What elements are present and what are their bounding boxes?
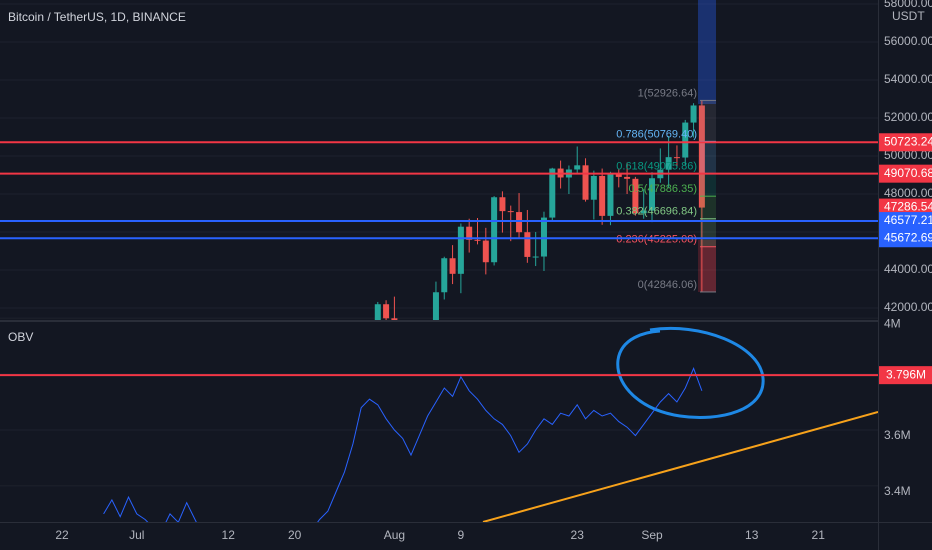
candle-body: [432, 292, 439, 320]
candle-body: [582, 165, 589, 200]
price-unit: USDT: [892, 9, 925, 23]
candle-body: [449, 258, 456, 274]
candle-body: [499, 197, 506, 212]
fib-band: [700, 173, 716, 197]
candle-body: [682, 122, 689, 158]
y-tick-label: 42000.00: [884, 300, 932, 314]
fib-band: [700, 100, 716, 142]
x-tick-label: Jul: [129, 528, 144, 542]
candle-body: [615, 173, 622, 177]
fib-label: 0.618(49075.86): [616, 160, 697, 172]
candle-body: [383, 304, 390, 319]
x-tick-label: 23: [571, 528, 585, 542]
candle-body: [632, 178, 639, 214]
candle-body: [624, 176, 631, 179]
candle-body: [482, 240, 489, 263]
fib-band: [700, 196, 716, 219]
x-tick-label: 12: [222, 528, 236, 542]
price-tag-label: 50723.24: [884, 134, 932, 148]
x-tick-label: 21: [812, 528, 826, 542]
y2-tick-label: 3.6M: [884, 428, 911, 442]
candle-body: [607, 173, 614, 216]
x-tick-label: 22: [55, 528, 69, 542]
price-tag-label: 47286.54: [884, 200, 932, 214]
fib-band: [700, 218, 716, 247]
candle-body: [549, 168, 556, 218]
candle-body: [507, 211, 514, 213]
price-tag: [879, 212, 932, 231]
grid: [0, 3, 878, 487]
candle-body: [374, 304, 381, 320]
candle-body: [574, 165, 581, 170]
candle-body: [524, 232, 531, 257]
trend-line: [482, 411, 878, 522]
y-tick-label: 44000.00: [884, 262, 932, 276]
fib-label: 1(52926.64): [638, 87, 697, 99]
y-tick-label: 58000.00: [884, 0, 932, 10]
y-tick-label: 50000.00: [884, 148, 932, 162]
highlight-circle: [616, 326, 765, 419]
candle-body: [391, 318, 398, 320]
candle-body: [649, 178, 656, 211]
x-tick-label: 20: [288, 528, 302, 542]
candle-body: [516, 212, 523, 233]
obv-line: [103, 367, 703, 522]
x-tick-label: Sep: [641, 528, 663, 542]
y2-tick-label: 4M: [884, 316, 901, 330]
indicator-name: OBV: [8, 330, 33, 344]
candle-body: [466, 226, 473, 240]
candle-body: [474, 239, 481, 241]
x-tick-label: 13: [745, 528, 759, 542]
y-tick-label: 54000.00: [884, 72, 932, 86]
candle-body: [690, 105, 697, 123]
price-tag-label: 49070.68: [884, 166, 932, 180]
position-target-zone: [698, 0, 716, 104]
fib-label: 0.5(47886.35): [629, 183, 698, 195]
y2-tick-label: 3.4M: [884, 484, 911, 498]
candle-body: [640, 210, 647, 214]
candle-body: [491, 197, 498, 263]
chart-title: Bitcoin / TetherUS, 1D, BINANCE: [8, 10, 186, 24]
candle-body: [673, 157, 680, 159]
candle-body: [590, 175, 597, 200]
fib-label: 0.236(45225.08): [616, 234, 697, 246]
obv-level-tag: [879, 366, 932, 385]
fib-band: [700, 246, 716, 292]
candle-body: [540, 217, 547, 257]
position-stop-zone: [698, 240, 716, 292]
candle-body: [665, 157, 672, 170]
y-tick-label: 48000.00: [884, 186, 932, 200]
y-tick-label: 52000.00: [884, 110, 932, 124]
candle-body: [599, 175, 606, 216]
candle-body: [441, 258, 448, 293]
price-tag: [879, 164, 932, 183]
obv-pane: [103, 326, 878, 522]
y-tick-label: 56000.00: [884, 34, 932, 48]
candle-body: [532, 256, 539, 258]
price-pane: 1(52926.64) 0.786(50769.40) 0.618(49075.86…: [374, 0, 716, 320]
price-axis: [878, 0, 932, 550]
x-tick-label: 9: [458, 528, 465, 542]
price-tag: [879, 229, 932, 248]
fib-label: 0.786(50769.40): [616, 128, 697, 140]
fib-label: 0.382(46696.84): [616, 206, 697, 218]
candle-body: [457, 226, 464, 274]
x-tick-label: Aug: [384, 528, 405, 542]
obv-level-label: 3.796M: [886, 367, 926, 381]
price-tag: [879, 133, 932, 152]
candle-body: [698, 105, 705, 208]
price-tag-label: 46577.21: [884, 213, 932, 227]
fib-band: [700, 141, 716, 174]
price-tag-label: 45672.69: [884, 230, 932, 244]
fib-label: 0(42846.06): [638, 279, 697, 291]
